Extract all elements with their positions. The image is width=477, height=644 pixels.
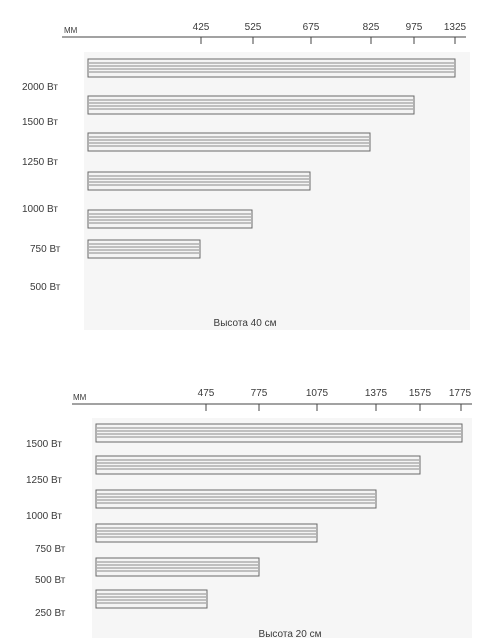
power-label: 500 Вт (35, 575, 66, 586)
heater-bar-1000w (95, 489, 377, 509)
tick-label: 1075 (306, 388, 329, 399)
tick-label: 425 (193, 22, 210, 33)
unit-label: ММ (64, 26, 78, 35)
power-label: 750 Вт (30, 244, 61, 255)
axis-ticks: 475 775 1075 1375 1575 1775 (198, 388, 472, 411)
heater-bar-1000w (87, 171, 311, 191)
tick-label: 475 (198, 388, 215, 399)
power-label: 1500 Вт (26, 439, 62, 450)
tick-label: 975 (406, 22, 423, 33)
diagram-caption: Высота 40 см (214, 318, 277, 329)
tick-label: 1575 (409, 388, 432, 399)
heater-bar-500w (95, 557, 260, 577)
power-labels: 2000 Вт 1500 Вт 1250 Вт 1000 Вт 750 Вт 5… (22, 82, 61, 293)
tick-label: 825 (363, 22, 380, 33)
power-label: 1000 Вт (22, 204, 58, 215)
heater-bar-1250w (87, 132, 371, 152)
tick-label: 775 (251, 388, 268, 399)
power-label: 1250 Вт (22, 157, 58, 168)
tick-label: 675 (303, 22, 320, 33)
power-labels: 1500 Вт 1250 Вт 1000 Вт 750 Вт 500 Вт 25… (26, 439, 66, 619)
unit-label: ММ (73, 393, 87, 402)
heater-bar-2000w (87, 58, 456, 78)
power-label: 750 Вт (35, 544, 66, 555)
power-label: 2000 Вт (22, 82, 58, 93)
heater-bar-750w (87, 209, 253, 229)
heater-bar-250w (95, 589, 208, 609)
power-label: 1500 Вт (22, 117, 58, 128)
tick-label: 1775 (449, 388, 472, 399)
tick-label: 1325 (444, 22, 467, 33)
diagram-height-20: ММ 475 775 1075 1375 1575 1775 (26, 388, 472, 640)
heater-bars (87, 58, 456, 259)
power-label: 250 Вт (35, 608, 66, 619)
tick-label: 525 (245, 22, 262, 33)
heater-bars (95, 423, 463, 609)
tick-label: 1375 (365, 388, 388, 399)
heater-bar-500w (87, 239, 201, 259)
power-label: 1000 Вт (26, 511, 62, 522)
axis-ticks: 425 525 675 825 975 1325 (193, 22, 467, 44)
heater-bar-1250w (95, 455, 421, 475)
diagram-panel (84, 52, 470, 330)
heater-bar-1500w (87, 95, 415, 115)
power-label: 500 Вт (30, 282, 61, 293)
heater-bar-750w (95, 523, 318, 543)
power-label: 1250 Вт (26, 475, 62, 486)
heater-bar-1500w (95, 423, 463, 443)
diagram-height-40: ММ 425 525 675 825 975 1325 (22, 22, 470, 330)
diagram-caption: Высота 20 см (259, 629, 322, 640)
